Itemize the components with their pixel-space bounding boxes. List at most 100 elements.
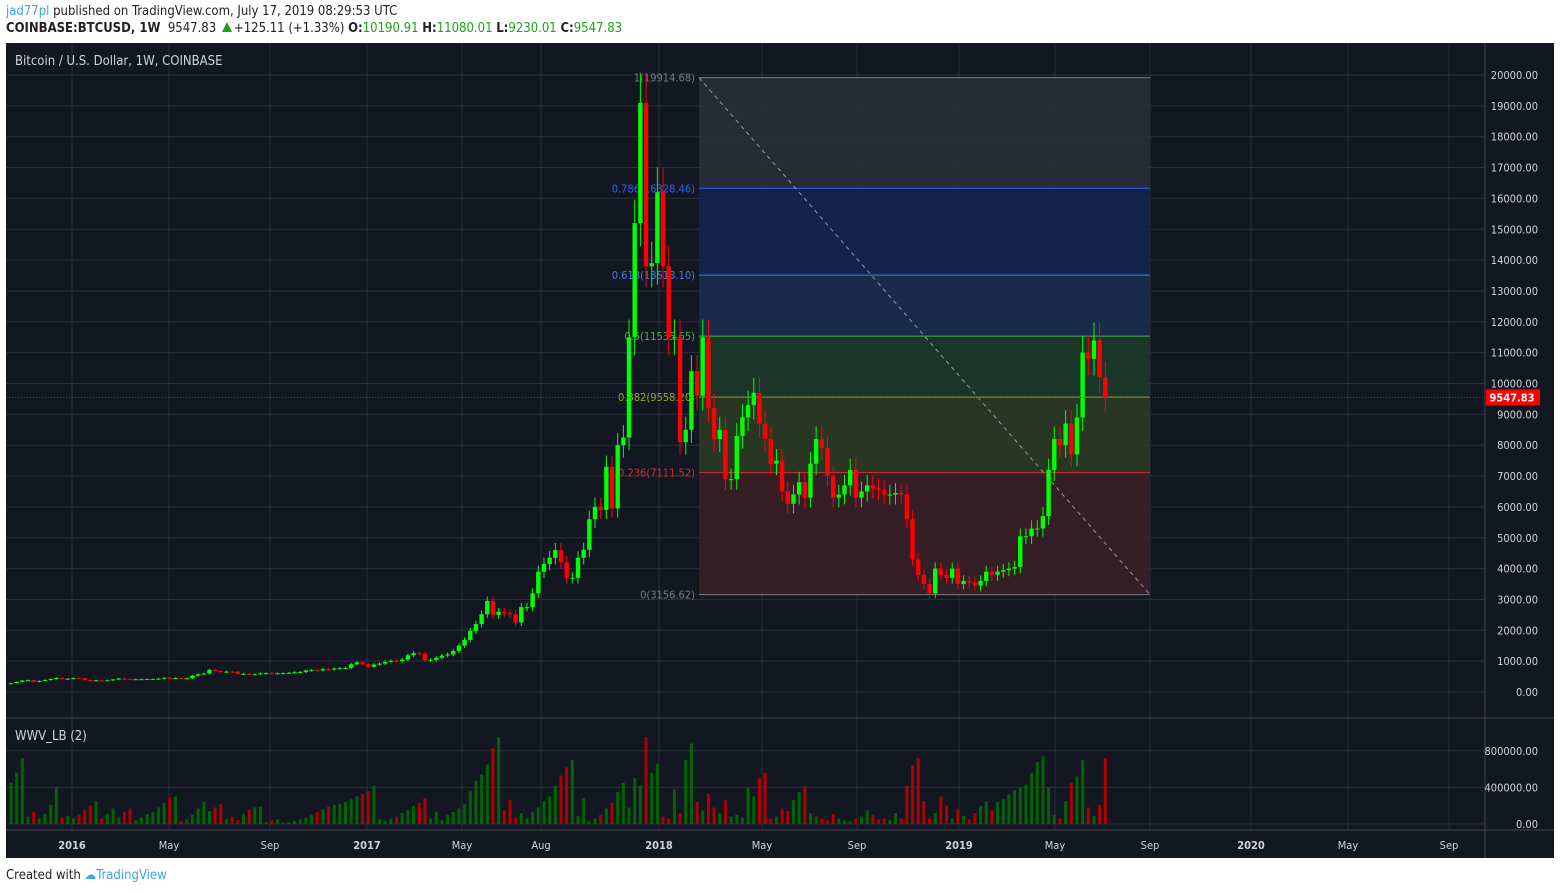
candle-body [1012,567,1017,569]
x-tick-label: 2019 [945,839,973,852]
volume-bar [593,818,597,824]
volume-bar [746,787,750,824]
volume-bars [9,737,1107,824]
candle-body [655,192,660,264]
candle [1069,410,1074,467]
chart-canvas[interactable]: 1(19914.68) 0.786(16328.46) 0.618(13513.10… [6,43,1554,858]
candle [1006,562,1012,577]
candle-body [59,677,65,679]
x-tick-label: May [159,839,180,852]
candle [541,557,547,578]
candle [638,73,643,247]
candle [400,657,405,663]
volume-bar [185,819,189,824]
candle-body [513,614,518,623]
volume-bar [990,810,994,824]
volume-bar [293,821,296,824]
fibonacci-retracement[interactable]: 1(19914.68) 0.786(16328.46) 0.618(13513.10… [612,72,1151,602]
tradingview-link[interactable]: TradingView [96,868,167,883]
candle-body [819,439,825,449]
candle [178,677,184,679]
candle-body [791,494,796,504]
volume-bar [502,810,506,824]
volume-bar [638,785,642,824]
fib-level-label: 0.5(11535.65) [624,330,695,343]
candle [553,542,558,565]
volume-bar [678,813,682,824]
candle-body [1001,570,1006,572]
volume-bar [531,812,535,824]
candle-body [116,678,121,680]
volume-bar [899,818,903,824]
candle-body [388,660,394,662]
candle [417,651,422,656]
candle [847,458,853,496]
candle [796,471,802,505]
candle [25,679,31,682]
volume-bar [151,812,155,824]
candle [751,377,756,420]
candle-body [592,506,598,520]
volume-bar [877,819,881,824]
candle-body [978,580,983,586]
candle-body [598,506,603,510]
volume-bar [395,816,399,824]
candle-body [1035,528,1040,530]
candle [173,677,178,679]
candle [411,651,416,658]
candle-body [411,653,416,656]
candle [309,669,314,672]
candle-body [54,677,59,680]
candle-body [575,557,581,578]
candle-body [643,102,649,267]
candle [519,602,524,627]
candle [377,662,382,666]
candle-body [632,223,637,338]
candle [201,672,206,676]
volume-bar [179,821,183,824]
candle [99,679,104,682]
volume-bar [406,810,410,824]
candle [609,455,615,518]
candle-body [417,653,422,655]
candle [825,436,830,487]
candle-body [910,519,915,560]
candle-body [337,668,343,670]
author-link[interactable]: jad77pl [6,4,50,19]
candle-body [110,679,116,681]
y-tick-label: 11000.00 [1491,347,1538,360]
candle-body [218,671,223,673]
volume-bar [105,813,109,824]
candle [779,449,785,502]
candle [161,677,167,680]
candle [88,679,93,682]
y-tick-label: 14000.00 [1491,254,1538,267]
volume-bar [514,817,518,824]
candle-body [564,562,569,578]
candle-body [745,405,751,418]
candle [235,670,240,675]
candle-body [479,614,484,625]
fib-zone [699,77,1150,189]
fib-level-label: 1(19914.68) [634,72,695,85]
volume-bar [451,812,455,824]
volume-bar [134,820,138,824]
candle [422,651,428,662]
candle [1080,335,1085,432]
volume-bar [905,785,909,824]
candle [672,319,677,355]
candle-body [184,678,189,680]
volume-bar [599,814,603,824]
candle-body [235,671,240,674]
x-tick-label: May [752,839,773,852]
candle-body [1086,352,1091,359]
candle-body [1069,423,1074,455]
candle [337,667,343,670]
candle [581,542,586,565]
volume-bar [423,798,427,824]
volume-bar [230,816,234,824]
volume-bar [1069,782,1073,824]
candle-body [212,669,218,672]
candle-body [558,550,564,563]
volume-bar [321,809,325,824]
